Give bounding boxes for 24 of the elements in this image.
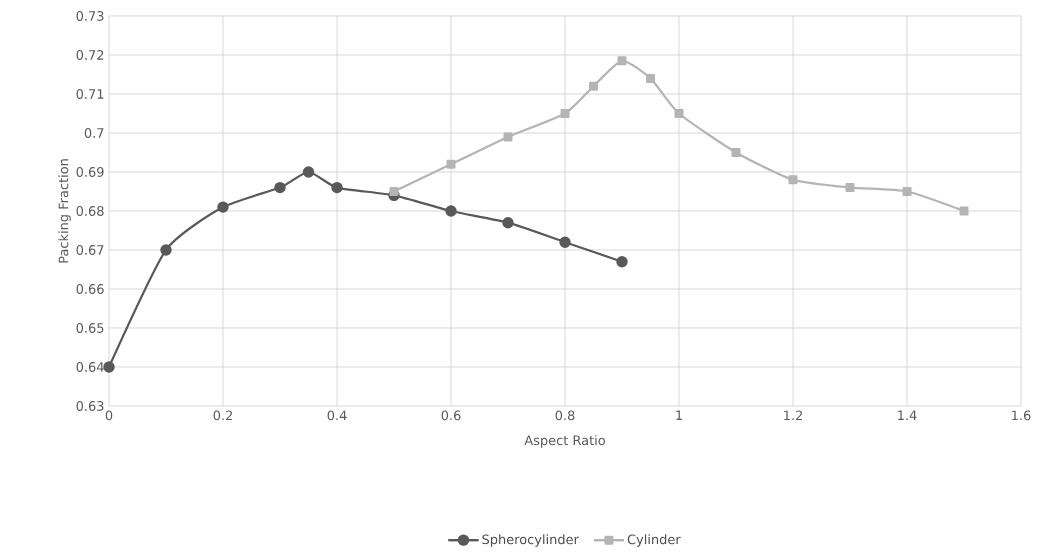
y-tick-label: 0.7 — [84, 128, 104, 138]
x-axis-title: Aspect Ratio — [524, 435, 605, 448]
x-tick-label: 0.8 — [555, 410, 575, 421]
x-tick-label: 1 — [676, 410, 682, 420]
y-tick-label: 0.73 — [76, 11, 104, 21]
y-tick-label: 0.67 — [76, 245, 104, 255]
legend-label: Spherocylinder — [482, 534, 579, 547]
y-tick-label: 0.72 — [76, 50, 104, 60]
y-tick-label: 0.65 — [76, 323, 104, 333]
x-tick-label: 0.4 — [327, 410, 347, 421]
x-tick-label: 0 — [105, 410, 113, 421]
y-tick-label: 0.66 — [76, 284, 104, 294]
x-tick-label: 1.6 — [1012, 410, 1031, 421]
y-tick-label: 0.68 — [76, 206, 104, 216]
x-tick-label: 1.4 — [898, 410, 917, 420]
x-tick-label: 0.2 — [213, 410, 232, 421]
y-axis-title: Packing Fraction — [58, 159, 71, 263]
legend-label: Cylinder — [627, 534, 681, 547]
y-tick-label: 0.69 — [76, 167, 104, 177]
x-tick-label: 1.2 — [784, 410, 803, 421]
y-tick-label: 0.63 — [76, 401, 104, 411]
y-tick-label: 0.64 — [76, 362, 104, 372]
x-tick-label: 0.6 — [441, 410, 461, 421]
y-tick-label: 0.71 — [76, 89, 104, 99]
